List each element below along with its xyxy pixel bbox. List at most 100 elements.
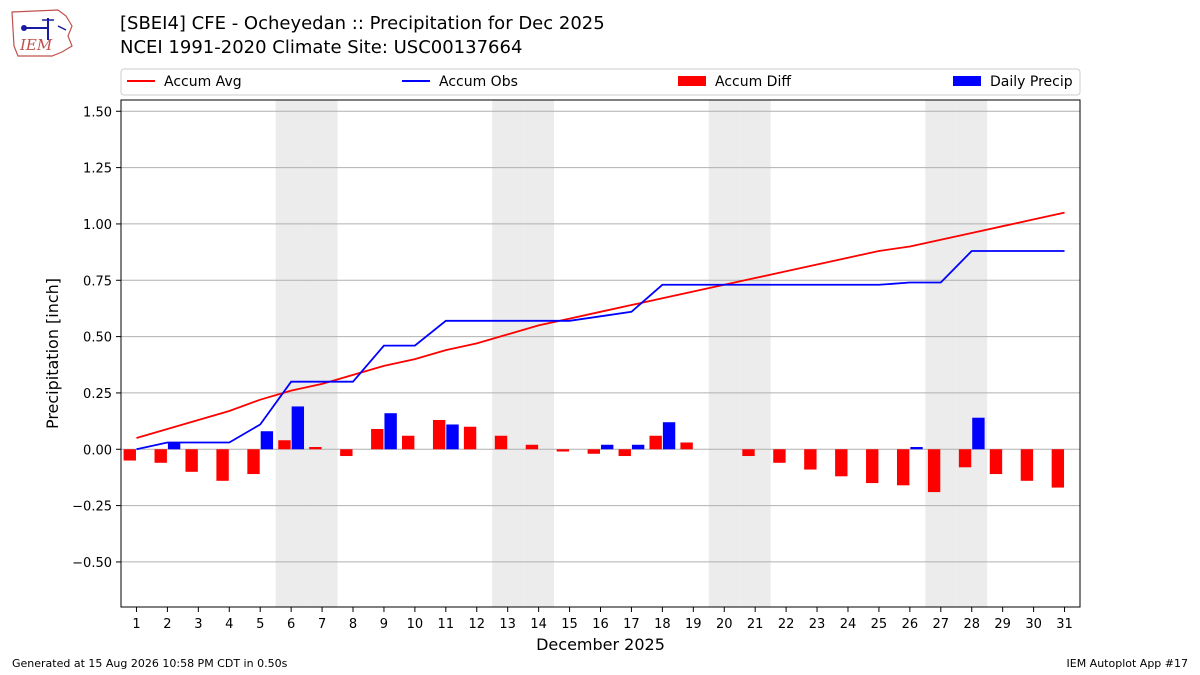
daily-precip-bar <box>631 444 645 450</box>
daily-precip-bar <box>384 413 397 450</box>
y-tick-label: 1.50 <box>83 105 112 120</box>
accum-diff-bar <box>958 449 972 468</box>
accum-diff-bar <box>185 449 198 472</box>
x-tick-label: 19 <box>685 617 702 632</box>
accum-avg-line <box>136 211 1065 439</box>
generated-timestamp: Generated at 15 Aug 2026 10:58 PM CDT in… <box>12 657 288 670</box>
weekend-shade-6 <box>275 100 307 607</box>
daily-precip-bar <box>662 422 676 450</box>
weekend-shade-13 <box>492 100 524 607</box>
x-tick-label: 6 <box>287 617 295 632</box>
daily-precip-bar <box>601 444 614 450</box>
x-tick-label: 20 <box>716 617 733 632</box>
x-tick-label: 28 <box>963 617 980 632</box>
x-tick-label: 24 <box>840 617 857 632</box>
chart-title: [SBEI4] CFE - Ocheyedan :: Precipitation… <box>120 13 605 34</box>
legend: Accum Avg Accum Obs Accum Diff Daily Precip <box>120 68 1081 96</box>
accum-obs-line <box>136 250 1065 451</box>
accum-diff-bar <box>247 449 260 475</box>
x-tick-label: 12 <box>468 617 485 632</box>
accum-diff-bar <box>835 449 848 477</box>
weekend-shade-21 <box>739 100 771 607</box>
x-tick-label: 29 <box>994 617 1011 632</box>
legend-label-accum-obs: Accum Obs <box>439 74 518 90</box>
accum-diff-bar <box>649 435 662 450</box>
accum-diff-bar <box>432 419 446 450</box>
x-tick-label: 2 <box>163 617 171 632</box>
x-tick-label: 14 <box>530 617 547 632</box>
accum-diff-bars <box>123 419 1065 493</box>
accum-diff-bar <box>618 449 631 457</box>
accum-diff-bar <box>742 449 755 457</box>
accum-diff-bar <box>525 444 539 450</box>
y-tick-label: −0.50 <box>72 556 112 571</box>
x-tick-label: 30 <box>1025 617 1042 632</box>
x-tick-label: 3 <box>194 617 202 632</box>
x-tick-label: 5 <box>256 617 264 632</box>
y-tick-label: 0.25 <box>83 387 112 402</box>
x-tick-label: 17 <box>623 617 640 632</box>
x-tick-label: 7 <box>318 617 326 632</box>
daily-precip-bar <box>260 431 274 450</box>
x-tick-label: 25 <box>871 617 888 632</box>
weekend-shade-7 <box>306 100 338 607</box>
daily-precip-bar <box>291 406 305 450</box>
grid-lines <box>121 110 1080 563</box>
accum-diff-bar <box>556 449 570 452</box>
x-axis-ticks: 1 2 3 4 5 6 7 8 9 10 11 12 13 14 15 16 17 18 19 20 21 22 23 24 2… <box>132 607 1073 632</box>
accum-diff-bar <box>494 435 508 450</box>
y-axis-ticks: 1.50 1.25 1.00 0.75 0.50 0.25 0.00 −0.25 −0.50 <box>72 105 121 571</box>
accum-diff-bar <box>216 449 229 481</box>
accum-diff-bar <box>123 449 136 461</box>
x-tick-label: 21 <box>747 617 764 632</box>
x-tick-label: 27 <box>933 617 950 632</box>
y-axis-label: Precipitation [inch] <box>43 278 62 429</box>
x-tick-label: 1 <box>132 617 140 632</box>
series-lines <box>136 211 1065 451</box>
x-tick-label: 11 <box>438 617 455 632</box>
weekend-shade-28 <box>956 100 988 607</box>
daily-precip-bar <box>910 447 923 450</box>
accum-diff-bar <box>278 440 291 450</box>
x-tick-label: 26 <box>902 617 919 632</box>
y-tick-label: 0.75 <box>83 274 112 289</box>
daily-precip-bars <box>167 406 985 450</box>
accum-diff-bar <box>866 449 879 484</box>
x-tick-label: 9 <box>380 617 388 632</box>
x-tick-label: 16 <box>592 617 609 632</box>
x-tick-label: 13 <box>499 617 516 632</box>
accum-diff-bar <box>309 447 322 450</box>
legend-label-accum-diff: Accum Diff <box>715 74 791 90</box>
chart-subtitle: NCEI 1991-2020 Climate Site: USC00137664 <box>120 37 523 58</box>
legend-swatch-accum-diff <box>678 76 706 86</box>
accum-diff-bar <box>1051 449 1065 488</box>
legend-box <box>120 68 1081 96</box>
y-tick-label: −0.25 <box>72 500 112 515</box>
accum-diff-bar <box>1020 449 1034 481</box>
accum-diff-bar <box>154 449 167 463</box>
legend-label-accum-avg: Accum Avg <box>164 74 242 90</box>
y-tick-label: 0.00 <box>83 443 112 458</box>
x-tick-label: 22 <box>778 617 795 632</box>
accum-diff-bar <box>371 428 384 450</box>
accum-diff-bar <box>587 449 600 454</box>
accum-diff-bar <box>402 435 415 450</box>
app-label: IEM Autoplot App #17 <box>1066 657 1189 670</box>
y-tick-label: 1.25 <box>83 162 112 177</box>
accum-diff-bar <box>773 449 786 463</box>
x-tick-label: 18 <box>654 617 671 632</box>
weekend-shade-20 <box>708 100 740 607</box>
legend-swatch-daily-precip <box>953 76 981 86</box>
weekend-shade-14 <box>523 100 555 607</box>
x-axis-label: December 2025 <box>536 635 665 654</box>
weekend-shading <box>275 100 988 607</box>
accum-diff-bar <box>804 449 817 470</box>
daily-precip-bar <box>167 442 181 450</box>
accum-diff-bar <box>896 449 910 486</box>
daily-precip-bar <box>972 417 985 450</box>
accum-diff-bar <box>927 449 941 493</box>
weekend-shade-27 <box>925 100 957 607</box>
y-tick-label: 0.50 <box>83 331 112 346</box>
accum-diff-bar <box>989 449 1003 475</box>
